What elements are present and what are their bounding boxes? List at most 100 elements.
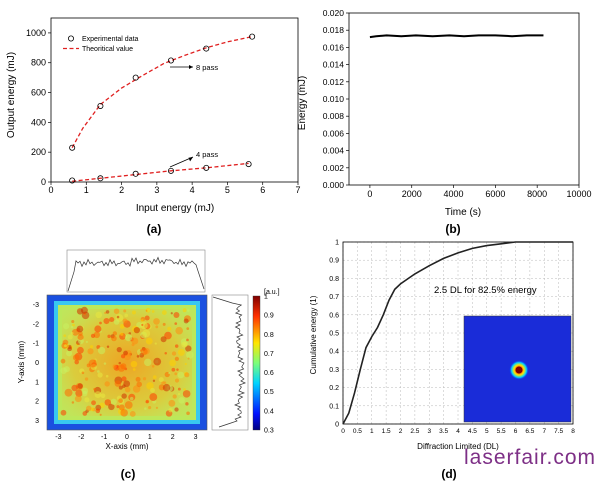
panel-a-data-point — [167, 167, 174, 174]
panel-c-speckle-dot — [153, 318, 160, 325]
panel-c-speckle-dot — [124, 333, 133, 342]
panel-c-speckle-dot — [91, 400, 96, 406]
panel-d-ytick-label: 0.7 — [329, 294, 339, 301]
panel-c-ytick-label: 0 — [35, 360, 39, 367]
panel-c-speckle-dot — [141, 323, 144, 327]
panel-c-speckle-dot — [155, 325, 159, 329]
panel-c-xtick-label: -1 — [101, 434, 107, 441]
panel-d-xtick-label: 1 — [370, 428, 374, 435]
panel-c-speckle-dot — [103, 362, 107, 365]
panel-c-ylabel: Y-axis (mm) — [17, 340, 26, 383]
panel-c-speckle-dot — [185, 402, 189, 406]
panel-c-top-profile-line — [67, 256, 205, 292]
panel-a-ytick-label: 600 — [31, 88, 46, 98]
panel-c-side-profile-line — [212, 296, 247, 428]
panel-c-colorbar — [252, 295, 261, 431]
panel-a-xtick-label: 2 — [119, 185, 124, 195]
panel-c-speckle-dot — [136, 355, 140, 358]
watermark: laserfair.com — [464, 446, 597, 469]
panel-c-speckle-dot — [186, 411, 190, 416]
panel-c-speckle-dot — [183, 318, 189, 324]
panel-d-ytick-label: 0.6 — [329, 312, 339, 319]
panel-d-xtick-label: 4.5 — [468, 428, 477, 435]
panel-c-speckle-dot — [174, 344, 179, 348]
panel-c-speckle-dot — [120, 363, 127, 370]
panel-c-speckle-dot — [76, 325, 84, 333]
panel-c-speckle-dot — [174, 356, 179, 361]
panel-c-speckle-dot — [170, 312, 173, 315]
panel-c-ytick-label: 1 — [35, 379, 39, 386]
panel-c-speckle-dot — [130, 360, 138, 368]
panel-c-speckle-dot — [162, 322, 166, 326]
panel-c-speckle-dot — [182, 390, 191, 398]
panel-c-speckle-dot — [136, 381, 142, 388]
panel-c-speckle-dot — [85, 405, 92, 412]
panel-c-speckle-dot — [152, 379, 156, 382]
panel-a-legend-experimental: Experimental data — [82, 36, 139, 43]
panel-a-data-point — [69, 144, 76, 151]
panel-c-speckle-dot — [142, 377, 147, 381]
panel-c-xtick-label: 2 — [171, 434, 175, 441]
panel-c-speckle-dot — [64, 388, 73, 397]
panel-a-label: (a) — [147, 222, 162, 236]
panel-c-speckle-dot — [185, 345, 192, 352]
panel-c-ytick-label: 3 — [35, 418, 39, 425]
panel-c-side-profile-frame — [211, 294, 249, 431]
panel-c-speckle-dot — [84, 377, 89, 381]
panel-c-speckle-dot — [146, 382, 154, 390]
panel-c-speckle-dot — [116, 405, 120, 409]
panel-c-xtick-label: 1 — [148, 434, 152, 441]
panel-b-ytick-label: 0.000 — [323, 180, 345, 190]
panel-d-ytick-label: 0 — [335, 422, 339, 429]
panel-c-speckle-dot — [71, 384, 78, 392]
panel-c-speckle-dot — [106, 345, 110, 348]
panel-a-xtick-label: 5 — [225, 185, 230, 195]
panel-b-ytick-label: 0.002 — [323, 163, 345, 173]
panel-c-speckle-dot — [118, 398, 123, 404]
panel-c-speckle-dot — [120, 354, 126, 359]
panel-c-beam-profile: -3 -2 -1 0 1 2 3 -3 -2 -1 0 1 2 3 1 0.9 0.8 0.7 0.6 0.5 0.4 0… — [17, 249, 280, 481]
panel-c-speckle-dot — [110, 398, 117, 405]
panel-c-speckle-dot — [123, 350, 128, 356]
panel-c-speckle-dot — [153, 357, 162, 366]
panel-c-colorbar-tick-label: 0.6 — [264, 370, 274, 377]
panel-c-speckle-dot — [81, 371, 85, 375]
panel-c-speckle-dot — [173, 311, 180, 318]
panel-b-ylabel: Energy (mJ) — [297, 76, 308, 130]
panel-c-speckle-dot — [186, 327, 190, 331]
panel-c-speckle-dot — [184, 362, 187, 366]
panel-c-speckle-dot — [129, 396, 134, 401]
panel-a-xtick-label: 7 — [295, 185, 300, 195]
panel-c-speckle-dot — [135, 376, 141, 382]
panel-a-data-point — [69, 177, 76, 184]
panel-d-xtick-label: 3 — [427, 428, 431, 435]
panel-a-legend-circle-icon — [68, 35, 75, 42]
panel-b-ytick-label: 0.006 — [323, 128, 345, 138]
panel-a-arrowhead-4-pass — [188, 157, 193, 162]
panel-d-xtick-label: 8 — [571, 428, 575, 435]
panel-a-output-energy-chart: 0 1 2 3 4 5 6 7 0 200 400 600 800 1000 Input energy (… — [6, 17, 301, 236]
panel-c-speckle-dot — [122, 318, 128, 324]
panel-c-speckle-dot — [67, 334, 73, 340]
panel-d-ytick-label: 0.3 — [329, 367, 339, 374]
panel-c-speckle-dot — [174, 372, 178, 376]
panel-d-ytick-label: 0.9 — [329, 258, 339, 265]
panel-c-speckle-dot — [77, 383, 83, 389]
panel-c-speckle-dot — [76, 308, 84, 315]
panel-d-xtick-label: 4 — [456, 428, 460, 435]
panel-c-speckle-dot — [103, 317, 110, 325]
panel-c-speckle-dot — [97, 372, 103, 378]
panel-b-ytick-label: 0.018 — [323, 25, 345, 35]
panel-c-speckle-dot — [169, 359, 177, 367]
panel-c-speckle-dot — [177, 387, 181, 391]
panel-d-xtick-label: 3.5 — [439, 428, 448, 435]
panel-b-xtick-label: 2000 — [402, 189, 422, 199]
panel-c-speckle-dot — [97, 346, 106, 355]
panel-c-speckle-dot — [150, 387, 155, 393]
panel-c-speckle-dot — [90, 333, 96, 338]
panel-a-data-point — [132, 170, 139, 177]
panel-c-speckle-dot — [72, 323, 75, 327]
panel-c-colorbar-tick-label: 0.8 — [264, 332, 274, 339]
panel-c-speckle-dot — [70, 325, 74, 329]
panel-c-ytick-label: -1 — [33, 341, 39, 348]
